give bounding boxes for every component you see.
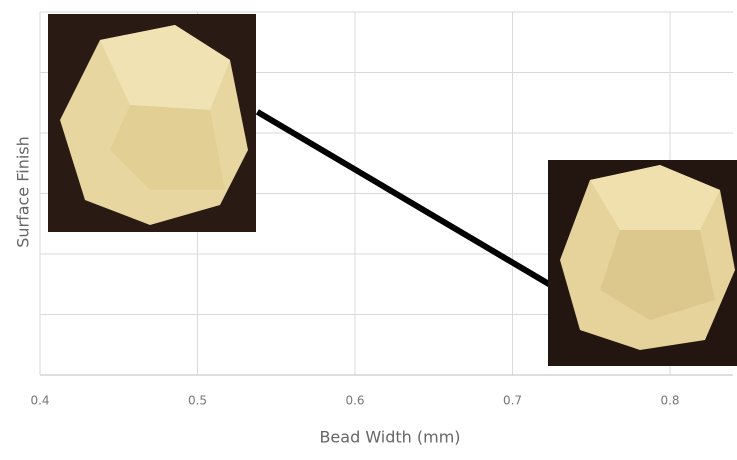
x-tick-label: 0.8 bbox=[660, 394, 679, 408]
photo-right bbox=[548, 160, 737, 366]
x-tick-label: 0.7 bbox=[503, 394, 522, 408]
photo-left bbox=[48, 14, 256, 232]
x-tick-label: 0.6 bbox=[345, 394, 364, 408]
y-axis-title: Surface Finish bbox=[14, 136, 33, 248]
x-axis-title: Bead Width (mm) bbox=[319, 428, 460, 447]
data-line bbox=[255, 109, 552, 288]
x-tick-label: 0.5 bbox=[188, 394, 207, 408]
x-tick-label: 0.4 bbox=[30, 394, 49, 408]
